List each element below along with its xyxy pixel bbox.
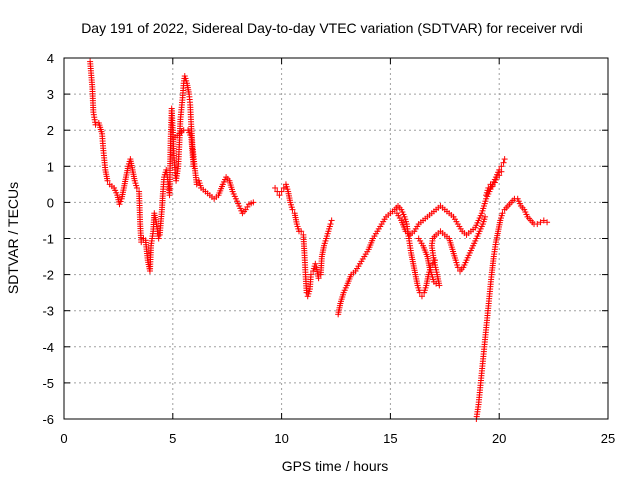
y-tick-label: 0 bbox=[47, 195, 54, 210]
data-point bbox=[155, 235, 162, 242]
x-tick-label: 10 bbox=[274, 431, 288, 446]
data-point bbox=[534, 221, 541, 228]
y-tick-label: 3 bbox=[47, 87, 54, 102]
data-point bbox=[496, 172, 503, 179]
data-point bbox=[315, 275, 322, 282]
data-point bbox=[272, 184, 279, 191]
y-tick-label: -1 bbox=[42, 232, 54, 247]
data-point bbox=[307, 271, 314, 278]
x-axis-label: GPS time / hours bbox=[282, 458, 389, 474]
data-point bbox=[489, 183, 496, 190]
x-tick-label: 25 bbox=[601, 431, 615, 446]
y-tick-label: 4 bbox=[47, 51, 54, 66]
data-point bbox=[289, 206, 296, 213]
data-point bbox=[498, 163, 505, 170]
data-points bbox=[87, 58, 551, 422]
x-tick-label: 5 bbox=[169, 431, 176, 446]
x-tick-label: 15 bbox=[383, 431, 397, 446]
y-tick-label: 2 bbox=[47, 123, 54, 138]
data-point bbox=[485, 184, 492, 191]
y-tick-label: -3 bbox=[42, 304, 54, 319]
data-point bbox=[250, 199, 257, 206]
y-tick-label: -4 bbox=[42, 340, 54, 355]
data-point bbox=[482, 213, 489, 220]
y-tick-label: -5 bbox=[42, 376, 54, 391]
tick-marks bbox=[63, 57, 609, 420]
chart-title: Day 191 of 2022, Sidereal Day-to-day VTE… bbox=[81, 20, 583, 36]
data-point bbox=[280, 184, 287, 191]
x-tick-label: 20 bbox=[492, 431, 506, 446]
data-point bbox=[418, 293, 425, 300]
x-tick-label: 0 bbox=[60, 431, 67, 446]
data-point bbox=[491, 179, 498, 186]
data-point bbox=[327, 221, 334, 228]
grid bbox=[64, 58, 608, 419]
data-point bbox=[499, 210, 506, 217]
data-point bbox=[276, 192, 283, 199]
data-point bbox=[501, 156, 508, 163]
data-point bbox=[278, 188, 285, 195]
data-point bbox=[540, 217, 547, 224]
data-point bbox=[492, 176, 499, 183]
y-axis-label: SDTVAR / TECUs bbox=[5, 182, 21, 294]
data-point bbox=[117, 198, 124, 205]
data-point bbox=[537, 219, 544, 226]
data-point bbox=[498, 168, 505, 175]
data-point bbox=[133, 184, 140, 191]
data-point bbox=[454, 264, 461, 271]
data-point bbox=[544, 219, 551, 226]
y-tick-label: 1 bbox=[47, 159, 54, 174]
y-tick-label: -6 bbox=[42, 412, 54, 427]
data-point bbox=[104, 177, 111, 184]
data-point bbox=[193, 181, 200, 188]
data-point bbox=[312, 260, 319, 267]
data-point bbox=[298, 228, 305, 235]
data-point bbox=[328, 217, 335, 224]
data-point bbox=[190, 163, 197, 170]
data-point bbox=[500, 159, 507, 166]
y-tick-label: -2 bbox=[42, 268, 54, 283]
data-point bbox=[116, 201, 123, 208]
